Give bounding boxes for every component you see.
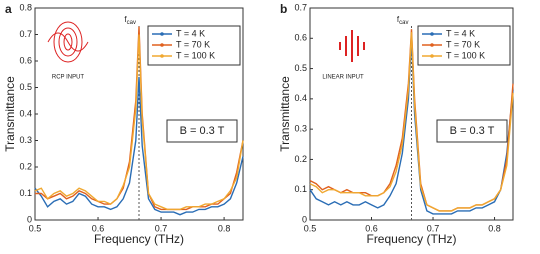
- fcav-sub: cav: [127, 20, 136, 26]
- y-tick-label: 0.1: [19, 188, 32, 198]
- legend-label: T = 100 K: [446, 50, 485, 60]
- y-tick-label: 0.5: [294, 63, 307, 73]
- y-tick-label: 0: [302, 214, 307, 224]
- plot-frame: [309, 7, 514, 221]
- field-label: B = 0.3 T: [450, 125, 495, 137]
- fcav-label: fcav: [397, 15, 409, 25]
- panel-label: a: [5, 2, 12, 16]
- x-axis-label: Frequency (THz): [94, 232, 184, 246]
- legend-marker: [160, 54, 164, 58]
- y-tick-label: 0.6: [19, 55, 32, 65]
- fcav-sub: cav: [399, 20, 408, 26]
- y-tick-label: 0.3: [19, 135, 32, 145]
- y-tick-label: 0: [27, 214, 32, 224]
- fcav-f: f: [124, 15, 127, 24]
- y-axis-label: Transmittance: [3, 76, 17, 152]
- linear-pulse-icon: [339, 30, 365, 62]
- legend-marker: [160, 43, 164, 47]
- x-tick-label: 0.6: [365, 223, 378, 233]
- legend-marker: [430, 43, 434, 47]
- input-label: RCP INPUT: [52, 75, 85, 81]
- legend-label: T = 70 K: [446, 39, 480, 49]
- fcav-f: f: [397, 15, 400, 24]
- panel-label: b: [280, 2, 287, 16]
- y-axis-label: Transmittance: [278, 76, 292, 152]
- x-tick-label: 0.5: [304, 223, 317, 233]
- x-tick-label: 0.7: [427, 223, 440, 233]
- y-tick-label: 0.8: [19, 2, 32, 12]
- series-line: [309, 32, 514, 212]
- x-tick-label: 0.8: [488, 223, 501, 233]
- field-box: [436, 119, 508, 143]
- x-tick-label: 0.6: [92, 223, 105, 233]
- y-tick-label: 0.5: [19, 82, 32, 92]
- fcav-label: fcav: [124, 15, 136, 25]
- y-tick-label: 0.4: [19, 108, 32, 118]
- rcp-pulse-icon: [47, 21, 89, 63]
- field-label: B = 0.3 T: [180, 125, 225, 137]
- series-line: [34, 76, 244, 216]
- y-tick-label: 0.3: [294, 124, 307, 134]
- y-tick-label: 0.7: [294, 2, 307, 12]
- legend-marker: [430, 54, 434, 58]
- series-line: [35, 26, 244, 211]
- y-tick-label: 0.1: [294, 184, 307, 194]
- y-tick-label: 0.4: [294, 93, 307, 103]
- y-tick-label: 0.6: [294, 33, 307, 43]
- y-tick-label: 0.2: [19, 161, 32, 171]
- legend-label: T = 4 K: [446, 28, 475, 38]
- x-tick-label: 0.7: [155, 223, 168, 233]
- x-tick-label: 0.5: [29, 223, 42, 233]
- x-tick-label: 0.8: [218, 223, 231, 233]
- legend-label: T = 70 K: [176, 39, 210, 49]
- x-axis-label: Frequency (THz): [366, 232, 456, 246]
- series-line: [34, 34, 244, 211]
- y-tick-label: 0.7: [19, 29, 32, 39]
- legend-marker: [430, 32, 434, 36]
- input-label: LINEAR INPUT: [322, 75, 364, 81]
- legend-label: T = 100 K: [176, 50, 215, 60]
- field-box: [166, 119, 238, 143]
- y-tick-label: 0.2: [294, 154, 307, 164]
- legend-marker: [160, 32, 164, 36]
- legend-label: T = 4 K: [176, 28, 205, 38]
